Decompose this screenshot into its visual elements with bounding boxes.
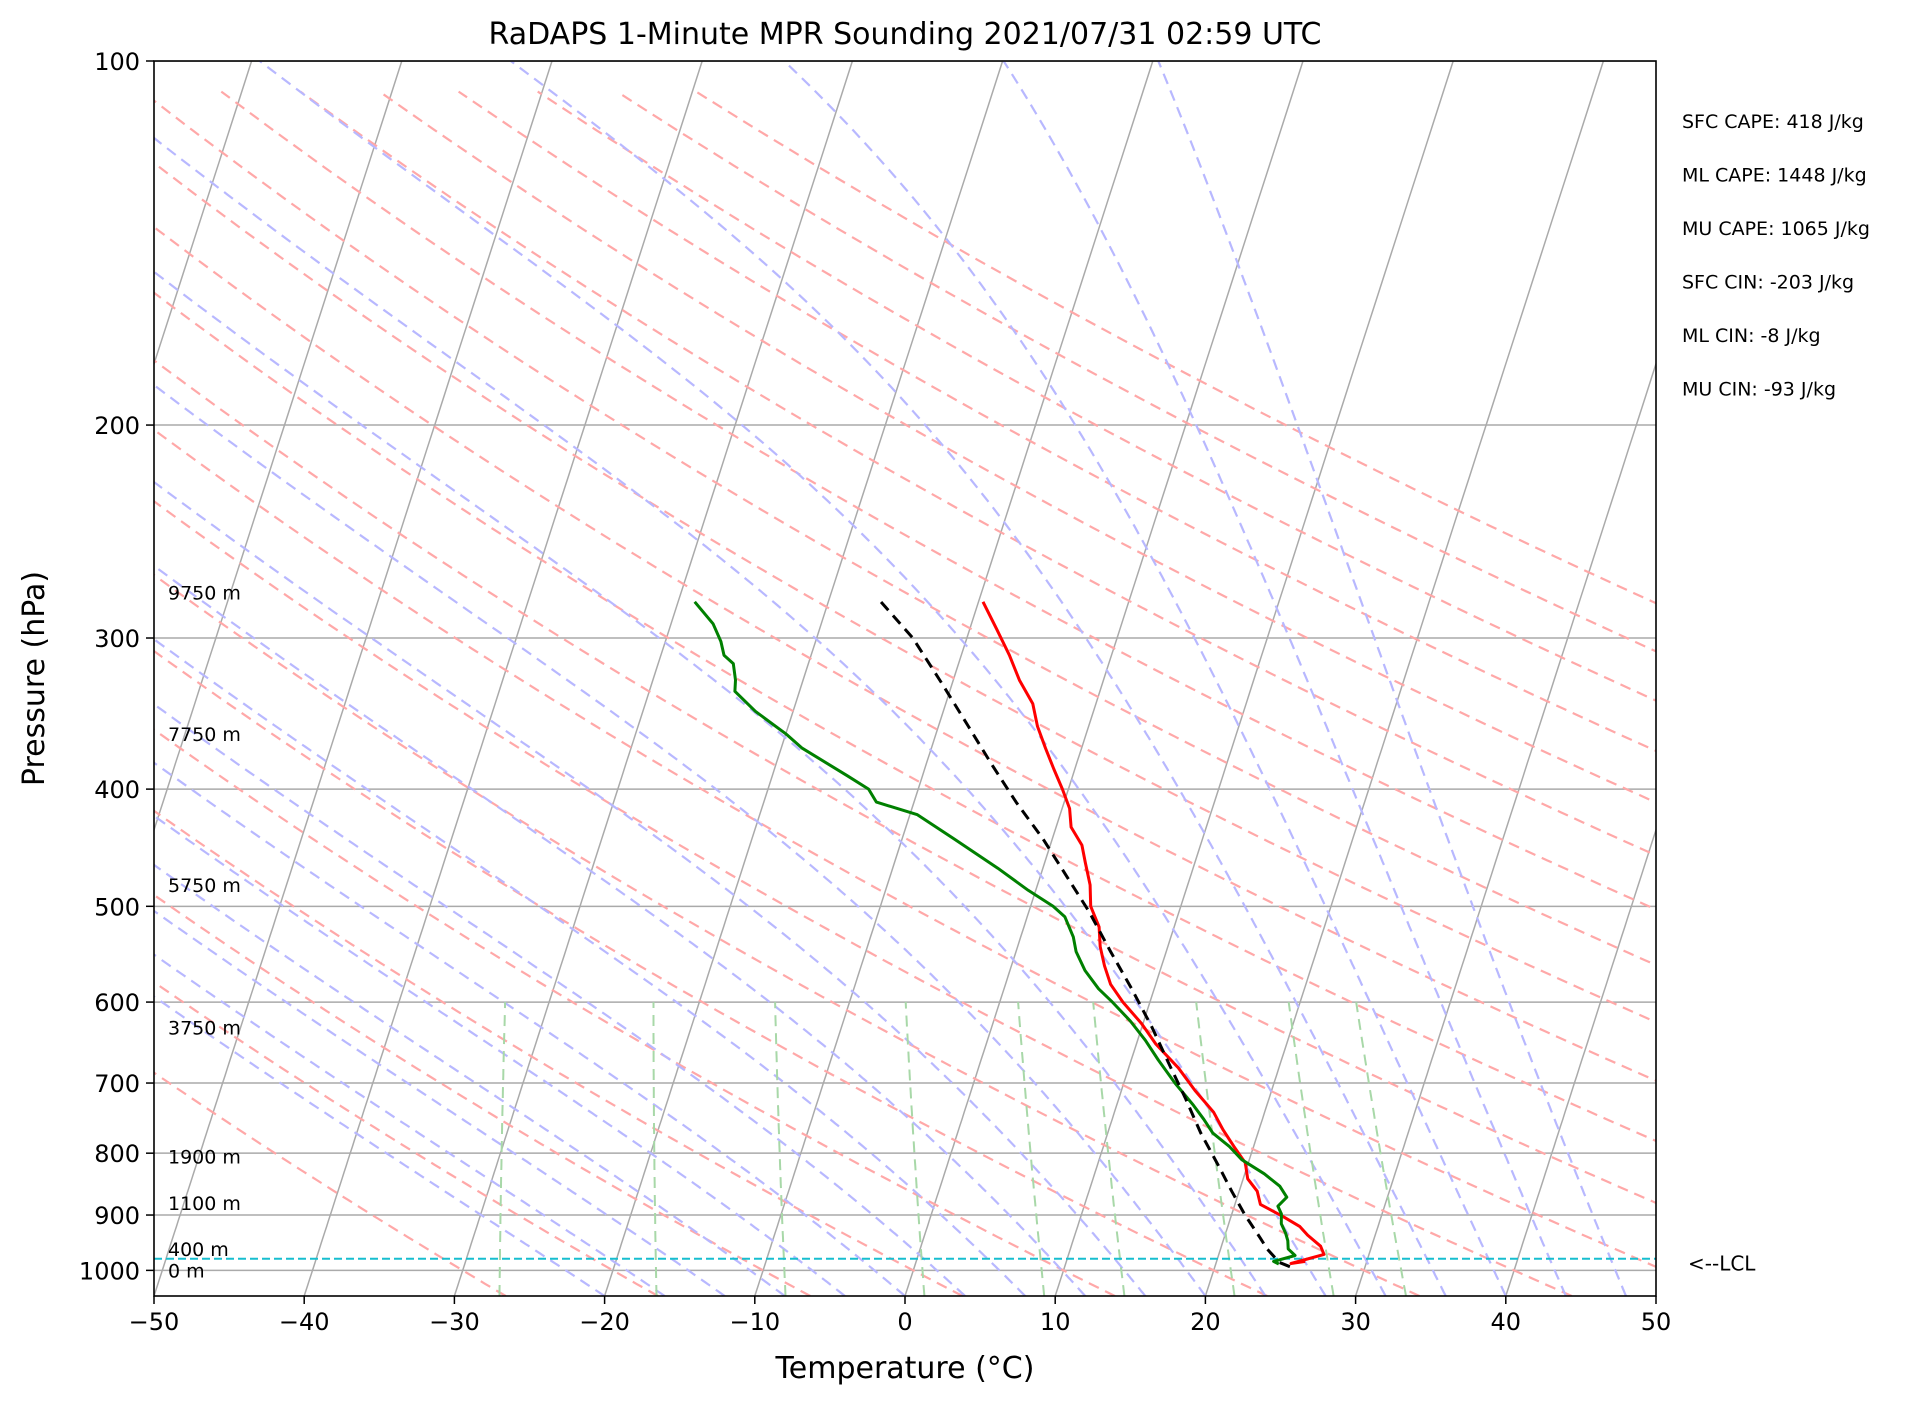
stat-label: SFC CIN: -203 J/kg <box>1682 272 1854 294</box>
x-tick-label: 10 <box>1040 1308 1071 1336</box>
plot-area <box>154 61 1656 1296</box>
y-tick-label: 700 <box>94 1070 140 1098</box>
y-tick-label: 300 <box>94 625 140 653</box>
stat-label: MU CAPE: 1065 J/kg <box>1682 218 1870 240</box>
y-tick-label: 400 <box>94 776 140 804</box>
stat-label: ML CAPE: 1448 J/kg <box>1682 165 1867 187</box>
x-tick-label: 40 <box>1491 1308 1522 1336</box>
y-axis-label: Pressure (hPa) <box>17 571 52 786</box>
y-tick-label: 200 <box>94 412 140 440</box>
height-label: 400 m <box>168 1239 229 1261</box>
x-tick-label: −20 <box>579 1308 630 1336</box>
x-tick-label: −50 <box>129 1308 180 1336</box>
height-label: 7750 m <box>168 724 241 746</box>
height-label: 1100 m <box>168 1193 241 1215</box>
isotherm-line <box>1806 61 1918 1296</box>
y-tick-label: 600 <box>94 989 140 1017</box>
isotherm-line <box>1656 61 1918 1296</box>
height-label: 5750 m <box>168 875 241 897</box>
x-tick-label: 50 <box>1641 1308 1672 1336</box>
x-tick-label: −40 <box>279 1308 330 1336</box>
x-tick-label: 20 <box>1190 1308 1221 1336</box>
chart-title: RaDAPS 1-Minute MPR Sounding 2021/07/31 … <box>489 17 1322 52</box>
y-tick-label: 100 <box>94 48 140 76</box>
x-tick-label: 30 <box>1340 1308 1371 1336</box>
x-tick-label: 0 <box>897 1308 912 1336</box>
y-tick-label: 800 <box>94 1140 140 1168</box>
stat-label: SFC CAPE: 418 J/kg <box>1682 111 1864 133</box>
stat-label: MU CIN: -93 J/kg <box>1682 379 1836 401</box>
y-tick-label: 900 <box>94 1202 140 1230</box>
height-label: 3750 m <box>168 1018 241 1040</box>
plot-background <box>154 61 1656 1296</box>
x-tick-label: −10 <box>729 1308 780 1336</box>
height-label: 0 m <box>168 1260 205 1282</box>
height-label: 1900 m <box>168 1146 241 1168</box>
height-label: 9750 m <box>168 582 241 604</box>
y-tick-label: 500 <box>94 893 140 921</box>
x-tick-label: −30 <box>429 1308 480 1336</box>
y-tick-label: 1000 <box>79 1257 140 1285</box>
x-axis-label: Temperature (°C) <box>775 1351 1035 1386</box>
lcl-label: <--LCL <box>1688 1252 1756 1276</box>
stat-label: ML CIN: -8 J/kg <box>1682 325 1821 347</box>
